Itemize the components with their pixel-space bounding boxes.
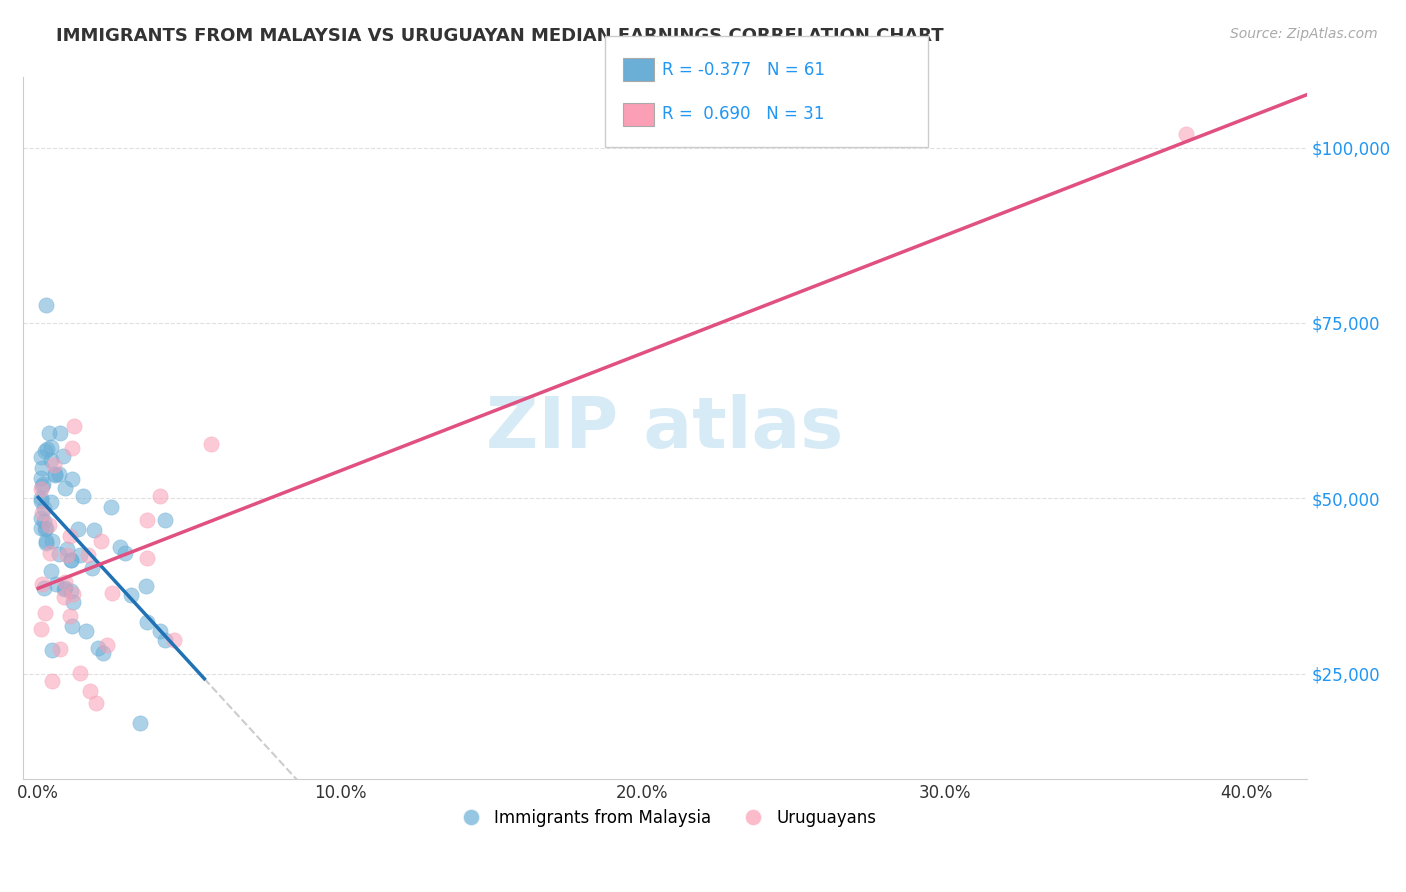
Point: [41, 673, 63, 688]
Point: [44, 468, 66, 483]
Point: [30, 494, 52, 508]
Point: [82, 561, 104, 575]
Point: [79, 684, 101, 698]
Point: [83, 523, 105, 537]
Point: [59, 528, 82, 542]
Point: [90, 534, 112, 549]
Point: [30, 471, 52, 485]
Point: [87, 641, 110, 656]
Point: [30, 622, 52, 636]
Legend: Immigrants from Malaysia, Uruguayans: Immigrants from Malaysia, Uruguayans: [447, 803, 883, 834]
Point: [30, 491, 52, 506]
Point: [136, 550, 159, 565]
Point: [30, 520, 52, 534]
Point: [60, 584, 83, 599]
Point: [34, 522, 56, 536]
Point: [41, 534, 63, 549]
Point: [56, 541, 79, 556]
Point: [38, 426, 60, 441]
Point: [59, 553, 82, 567]
Point: [55, 575, 77, 590]
Point: [42, 458, 65, 472]
Point: [135, 513, 157, 527]
Point: [34, 533, 56, 548]
Point: [53, 582, 76, 596]
Point: [148, 489, 170, 503]
Point: [35, 442, 58, 456]
Point: [56, 548, 79, 562]
Point: [35, 521, 58, 535]
Point: [32, 514, 55, 528]
Point: [53, 482, 76, 496]
Point: [63, 418, 86, 433]
Point: [135, 579, 157, 593]
Point: [60, 553, 83, 567]
Point: [120, 588, 142, 602]
Point: [149, 624, 172, 639]
Point: [31, 577, 53, 591]
Point: [49, 426, 72, 441]
Text: IMMIGRANTS FROM MALAYSIA VS URUGUAYAN MEDIAN EARNINGS CORRELATION CHART: IMMIGRANTS FROM MALAYSIA VS URUGUAYAN ME…: [56, 27, 943, 45]
Point: [200, 437, 222, 451]
Point: [72, 489, 94, 503]
Point: [31, 507, 53, 521]
Text: ZIP atlas: ZIP atlas: [486, 393, 844, 463]
Point: [30, 482, 52, 496]
Point: [35, 298, 58, 312]
Point: [39, 452, 62, 467]
Point: [34, 444, 56, 458]
Point: [155, 633, 177, 648]
Point: [62, 587, 84, 601]
Point: [38, 517, 60, 532]
Point: [34, 581, 56, 595]
Point: [75, 624, 97, 638]
Point: [136, 615, 159, 630]
Point: [129, 715, 152, 730]
Point: [34, 501, 56, 516]
Point: [41, 440, 63, 454]
Point: [86, 696, 108, 710]
Point: [62, 595, 84, 609]
Point: [48, 467, 70, 481]
Point: [48, 547, 70, 561]
Point: [52, 450, 75, 464]
Point: [39, 546, 62, 560]
Point: [96, 639, 118, 653]
Point: [60, 472, 83, 486]
Text: R =  0.690   N = 31: R = 0.690 N = 31: [662, 105, 824, 123]
Point: [53, 581, 76, 595]
Point: [1175, 127, 1198, 141]
Point: [91, 646, 114, 660]
Point: [69, 665, 91, 680]
Point: [45, 577, 67, 591]
Point: [59, 609, 82, 624]
Point: [34, 536, 56, 550]
Text: Source: ZipAtlas.com: Source: ZipAtlas.com: [1230, 27, 1378, 41]
Point: [153, 513, 176, 527]
Point: [66, 522, 89, 536]
Point: [30, 450, 52, 465]
Point: [34, 606, 56, 620]
Point: [108, 541, 131, 555]
Point: [163, 632, 186, 647]
Point: [101, 586, 124, 600]
Point: [114, 546, 136, 560]
Point: [41, 565, 63, 579]
Point: [32, 477, 55, 491]
Point: [60, 441, 83, 455]
Point: [60, 618, 83, 632]
Point: [53, 590, 76, 604]
Point: [30, 511, 52, 525]
Point: [44, 467, 66, 481]
Point: [69, 548, 91, 562]
Point: [41, 643, 63, 657]
Point: [31, 479, 53, 493]
Point: [31, 461, 53, 475]
Text: R = -0.377   N = 61: R = -0.377 N = 61: [662, 61, 825, 78]
Point: [39, 495, 62, 509]
Point: [49, 642, 72, 657]
Point: [100, 500, 122, 514]
Point: [77, 548, 100, 562]
